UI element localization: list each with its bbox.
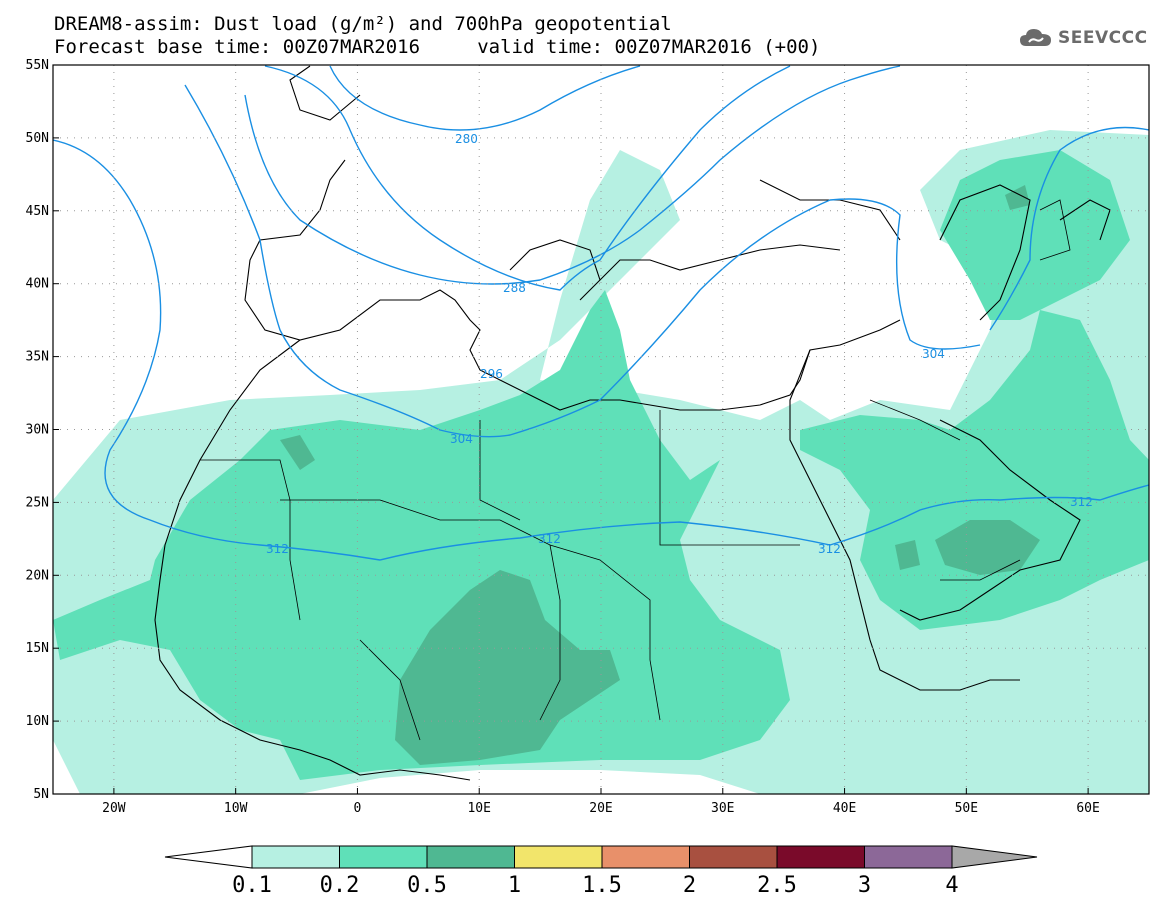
dust-level-dark	[280, 185, 1040, 765]
contour-label: 312	[266, 542, 289, 556]
lon-label: 20E	[589, 801, 612, 816]
lat-label: 45N	[26, 204, 49, 219]
contour-label: 312	[538, 532, 561, 546]
lat-label: 15N	[26, 641, 49, 656]
contour-label: 288	[503, 281, 526, 295]
colorbar-segment	[601, 845, 690, 869]
contour-label: 312	[818, 542, 841, 556]
contour-label: 304	[450, 432, 473, 446]
lat-label: 50N	[26, 131, 49, 146]
colorbar	[164, 845, 1038, 869]
contour-label: 280	[455, 132, 478, 146]
colorbar-max-triangle	[951, 845, 1038, 869]
lon-label: 0	[354, 801, 362, 816]
colorbar-min-triangle	[164, 845, 253, 869]
lat-label: 55N	[26, 58, 49, 73]
borders	[200, 199, 1071, 741]
colorbar-label: 0.1	[232, 873, 272, 898]
colorbar-label: 0.5	[407, 873, 447, 898]
lon-label: 10W	[224, 801, 248, 816]
colorbar-segment	[426, 845, 515, 869]
lat-label: 25N	[26, 495, 49, 510]
colorbar-label: 1	[507, 873, 522, 898]
coastlines	[154, 65, 1111, 781]
lat-label: 20N	[26, 568, 49, 583]
lat-label: 35N	[26, 350, 49, 365]
seevccc-logo: SEEVCCC	[1018, 26, 1148, 50]
contour-labels: 280 288 296 304 304 312 312 312 312	[266, 132, 1093, 556]
map-area: 280 288 296 304 304 312 312 312 312	[53, 65, 1149, 794]
colorbar-label: 3	[857, 873, 872, 898]
colorbar-segment	[689, 845, 778, 869]
colorbar-segment	[251, 845, 340, 869]
geopotential-contours	[53, 65, 1149, 561]
colorbar-label: 0.2	[319, 873, 360, 898]
colorbar-label: 2	[682, 873, 697, 898]
colorbar-label: 4	[945, 873, 959, 898]
chart-title-line1: DREAM8-assim: Dust load (g/m²) and 700hP…	[54, 13, 672, 35]
lat-label: 30N	[26, 423, 49, 438]
colorbar-label: 1.5	[582, 873, 622, 898]
colorbar-label: 2.5	[757, 873, 797, 898]
lat-label: 5N	[33, 787, 49, 802]
contour-label: 304	[922, 347, 945, 361]
lat-label: 40N	[26, 277, 49, 292]
colorbar-segment	[864, 845, 953, 869]
lon-label: 40E	[833, 801, 856, 816]
lon-label: 50E	[955, 801, 978, 816]
colorbar-segment	[776, 845, 865, 869]
logo-text: SEEVCCC	[1058, 28, 1148, 48]
lon-label: 30E	[711, 801, 734, 816]
axis-ticks: 55N 50N 45N 40N 35N 30N 25N 20N 15N 10N 5N 20W 10W 0 1…	[26, 58, 1100, 816]
contour-label: 296	[480, 367, 503, 381]
lon-label: 60E	[1076, 801, 1099, 816]
contour-label: 312	[1070, 495, 1093, 509]
lon-label: 10E	[467, 801, 490, 816]
colorbar-segment	[339, 845, 428, 869]
chart-title-line2: Forecast base time: 00Z07MAR2016 valid t…	[54, 36, 821, 58]
lat-label: 10N	[26, 714, 49, 729]
lon-label: 20W	[102, 801, 126, 816]
cloud-icon	[1020, 29, 1051, 46]
graticule	[53, 65, 1149, 794]
colorbar-segment	[514, 845, 603, 869]
